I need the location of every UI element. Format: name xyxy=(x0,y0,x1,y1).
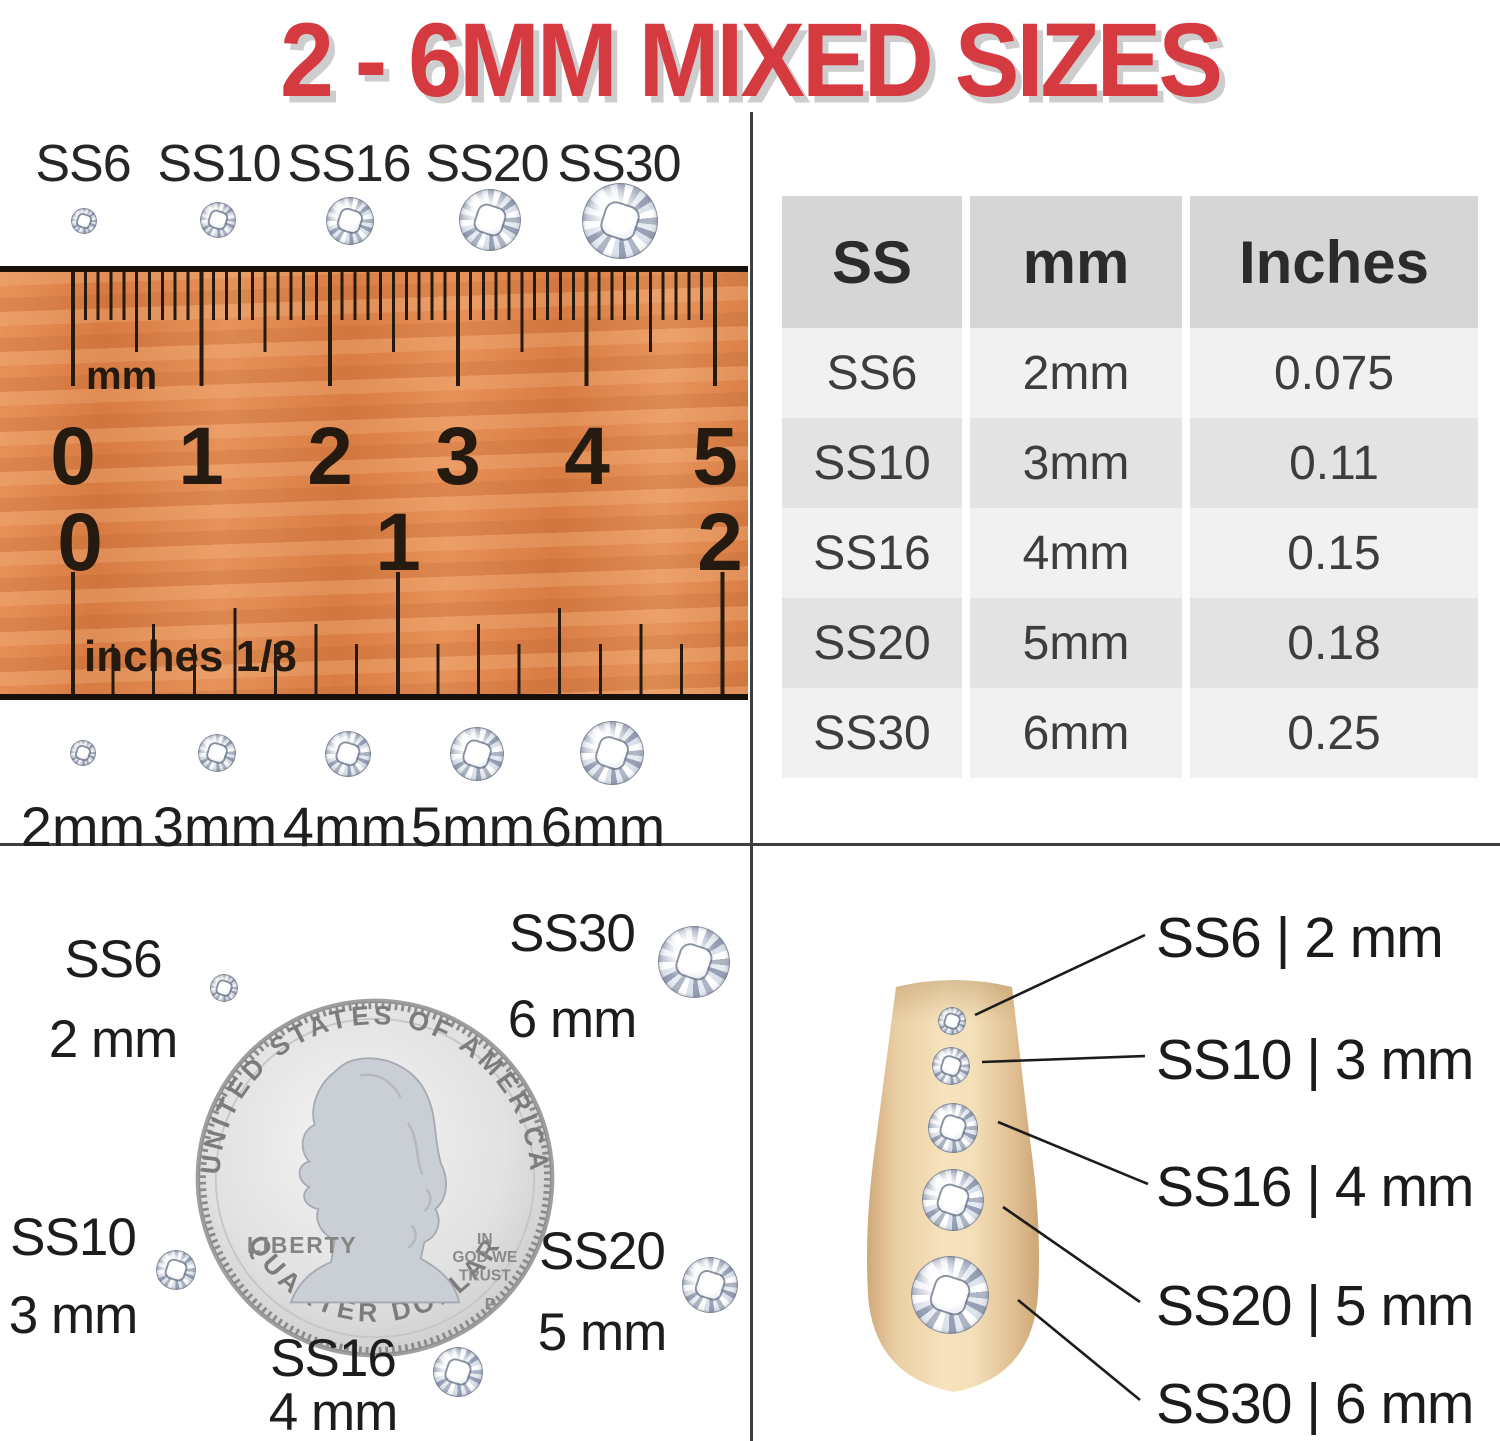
nail-callout-label-ss10: SS10 | 3 mm xyxy=(1156,1028,1474,1092)
rhinestone-3mm xyxy=(198,734,236,772)
table-cell: SS10 xyxy=(782,418,962,508)
coin-motto-line2: GOD WE xyxy=(452,1249,517,1266)
mm-size-label: 2mm xyxy=(20,795,146,858)
table-cell: 0.075 xyxy=(1190,328,1478,418)
horizontal-divider xyxy=(0,843,1500,846)
ruler-inch-number: 2 xyxy=(697,497,743,588)
mm-size-label: 6mm xyxy=(540,795,666,858)
table-cell: 0.18 xyxy=(1190,598,1478,688)
table-header-ss: SS xyxy=(782,196,962,328)
coin-mint-mark: P xyxy=(485,1296,496,1314)
table-cell: 0.25 xyxy=(1190,688,1478,778)
table-cell: SS30 xyxy=(782,688,962,778)
table-header-mm: mm xyxy=(970,196,1182,328)
table-cell: 0.11 xyxy=(1190,418,1478,508)
rhinestone-coin-4mm xyxy=(433,1347,483,1397)
coin-size-label-ss10-line1: SS10 xyxy=(10,1208,137,1267)
coin-size-label-ss30-line2: 6 mm xyxy=(507,990,638,1049)
rhinestone-6mm xyxy=(580,721,644,785)
ruler-inch-number: 0 xyxy=(57,497,103,588)
coin-size-label-ss20-line2: 5 mm xyxy=(537,1303,668,1362)
nail-callout-label-ss6: SS6 | 2 mm xyxy=(1156,906,1444,970)
callout-line-ss20 xyxy=(1002,1205,1141,1304)
ruler-mm-unit-label: mm xyxy=(86,354,158,398)
table-cell: 3mm xyxy=(970,418,1182,508)
nail-callout-label-ss20: SS20 | 5 mm xyxy=(1156,1274,1474,1338)
ruler-mm-number: 1 xyxy=(178,411,224,502)
rhinestone-ss10 xyxy=(200,202,236,238)
table-cell: SS16 xyxy=(782,508,962,598)
coin-size-label-ss6-line1: SS6 xyxy=(64,930,162,989)
ss-size-label: SS6 xyxy=(35,135,131,193)
ruler-inches-unit-label: inches 1/8 xyxy=(84,632,297,681)
ruler-mm-number: 5 xyxy=(692,411,738,502)
ruler-mm-number: 0 xyxy=(50,411,96,502)
rhinestone-4mm xyxy=(325,731,371,777)
ss-size-label: SS20 xyxy=(425,135,549,193)
mm-size-label: 3mm xyxy=(152,795,278,858)
coin-size-label-ss16-line1: SS16 xyxy=(270,1329,397,1388)
vertical-divider xyxy=(750,112,753,1441)
rhinestone-ss6 xyxy=(71,208,97,234)
ruler-mm-number: 2 xyxy=(307,411,353,502)
washington-bust xyxy=(289,1057,461,1304)
coin-inner-rim xyxy=(214,1017,536,1339)
page-title: 2 - 6MM MIXED SIZES xyxy=(279,1,1223,119)
rhinestone-nail-ss30 xyxy=(911,1256,989,1334)
quarter-coin: UNITED STATES OF AMERICA QUARTER DOLLAR … xyxy=(195,998,555,1358)
rhinestone-nail-ss6 xyxy=(938,1007,966,1035)
rhinestone-5mm xyxy=(450,727,504,781)
rhinestone-nail-ss16 xyxy=(928,1103,978,1153)
bust-hair-detail xyxy=(360,1073,432,1249)
mm-size-label: 5mm xyxy=(410,795,536,858)
rhinestone-coin-2mm xyxy=(210,974,238,1002)
rhinestone-nail-ss20 xyxy=(922,1169,984,1231)
callout-line-ss16 xyxy=(997,1120,1149,1186)
callout-line-ss10 xyxy=(981,1054,1146,1064)
callout-line-ss30 xyxy=(1017,1298,1141,1402)
table-cell: 0.15 xyxy=(1190,508,1478,598)
coin-motto-line1: IN xyxy=(477,1231,493,1248)
callout-line-ss6 xyxy=(974,933,1146,1017)
rhinestone-nail-ss10 xyxy=(932,1047,970,1085)
size-conversion-table: SS mm Inches SS6 2mm 0.075 SS10 3mm 0.11… xyxy=(782,196,1478,778)
table-cell: SS6 xyxy=(782,328,962,418)
rhinestone-coin-6mm xyxy=(658,926,730,998)
coin-size-label-ss20-line1: SS20 xyxy=(539,1222,666,1281)
rhinestone-ss20 xyxy=(459,189,521,251)
nail-callout-label-ss16: SS16 | 4 mm xyxy=(1156,1155,1474,1219)
table-cell: SS20 xyxy=(782,598,962,688)
callout-lines xyxy=(974,933,1149,1402)
table-cell: 5mm xyxy=(970,598,1182,688)
rhinestone-ss30 xyxy=(582,183,658,259)
ruler-mm-ticks xyxy=(0,272,748,386)
coin-size-label-ss6-line2: 2 mm xyxy=(48,1010,179,1069)
ruler-inch-number: 1 xyxy=(375,497,421,588)
table-header-inches: Inches xyxy=(1190,196,1478,328)
ss-size-label: SS10 xyxy=(157,135,281,193)
ss-size-label: SS16 xyxy=(287,135,411,193)
ruler-mm-number: 4 xyxy=(564,411,610,502)
coin-reeded-edge xyxy=(200,1003,550,1353)
rhinestone-ss16 xyxy=(326,197,374,245)
rhinestone-coin-5mm xyxy=(682,1257,738,1313)
coin-size-label-ss16-line2: 4 mm xyxy=(268,1383,399,1441)
table-cell: 2mm xyxy=(970,328,1182,418)
ruler-mm-number: 3 xyxy=(435,411,481,502)
ruler-inch-ticks xyxy=(0,572,748,694)
coin-motto-line3: TRUST xyxy=(459,1267,511,1284)
nail-callout-label-ss30: SS30 | 6 mm xyxy=(1156,1372,1474,1436)
table-cell: 4mm xyxy=(970,508,1182,598)
coin-size-label-ss10-line2: 3 mm xyxy=(8,1286,139,1345)
ruler: mm 0 1 2 3 4 5 0 1 2 inches 1/8 xyxy=(0,266,748,700)
coin-liberty-text: LIBERTY xyxy=(247,1232,358,1258)
rhinestone-2mm xyxy=(70,740,96,766)
table-cell: 6mm xyxy=(970,688,1182,778)
mm-size-label: 4mm xyxy=(282,795,408,858)
coin-size-label-ss30-line1: SS30 xyxy=(509,904,636,963)
rhinestone-coin-3mm xyxy=(156,1250,196,1290)
